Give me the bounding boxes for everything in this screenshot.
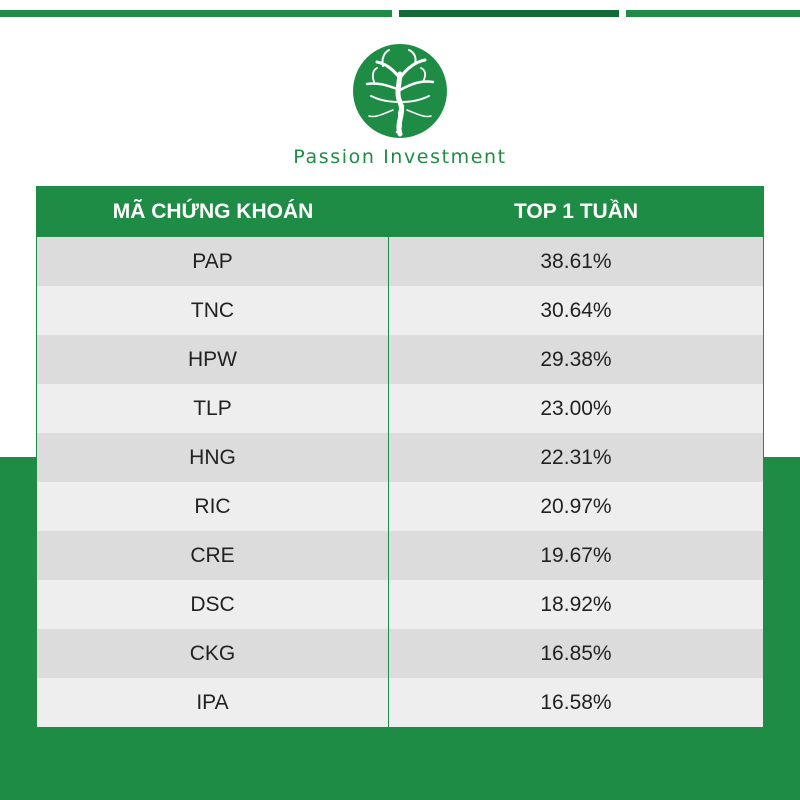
ticker-cell: RIC — [37, 482, 389, 531]
return-cell: 30.64% — [540, 298, 612, 322]
return-cell: 20.97% — [540, 494, 612, 518]
table-row: TNC 30.64% — [37, 286, 763, 335]
table-row: PAP 38.61% — [37, 237, 763, 286]
table-row: IPA 16.58% — [37, 678, 763, 727]
ticker-cell: DSC — [37, 580, 389, 629]
ticker-cell: PAP — [37, 237, 389, 286]
ticker-cell: HPW — [37, 335, 389, 384]
ticker-cell: TNC — [37, 286, 389, 335]
brand-name: Passion Investment — [293, 146, 507, 168]
return-cell: 16.85% — [540, 641, 612, 665]
return-cell: 16.58% — [540, 690, 612, 714]
table-row: HPW 29.38% — [37, 335, 763, 384]
ranking-table: MÃ CHỨNG KHOÁN TOP 1 TUẦN PAP 38.61% TNC… — [36, 186, 764, 727]
ticker-cell: CRE — [37, 531, 389, 580]
table-row: RIC 20.97% — [37, 482, 763, 531]
table-header: MÃ CHỨNG KHOÁN TOP 1 TUẦN — [37, 187, 763, 237]
table-row: DSC 18.92% — [37, 580, 763, 629]
table-row: CRE 19.67% — [37, 531, 763, 580]
return-cell: 22.31% — [540, 445, 612, 469]
return-cell: 18.92% — [540, 592, 612, 616]
header-top-week: TOP 1 TUẦN — [513, 200, 639, 223]
table-row: HNG 22.31% — [37, 433, 763, 482]
table-row: TLP 23.00% — [37, 384, 763, 433]
top-accent-bar-middle — [399, 10, 619, 17]
table-row: CKG 16.85% — [37, 629, 763, 678]
ticker-cell: TLP — [37, 384, 389, 433]
top-accent-bar-right — [626, 10, 800, 17]
return-cell: 23.00% — [540, 396, 612, 420]
header-ticker: MÃ CHỨNG KHOÁN — [112, 200, 314, 223]
ticker-cell: HNG — [37, 433, 389, 482]
ticker-cell: IPA — [37, 678, 389, 727]
return-cell: 38.61% — [540, 249, 612, 273]
tree-icon — [353, 44, 447, 138]
ticker-cell: CKG — [37, 629, 389, 678]
return-cell: 29.38% — [540, 347, 612, 371]
top-accent-bar-left — [0, 10, 392, 17]
return-cell: 19.67% — [540, 543, 612, 567]
